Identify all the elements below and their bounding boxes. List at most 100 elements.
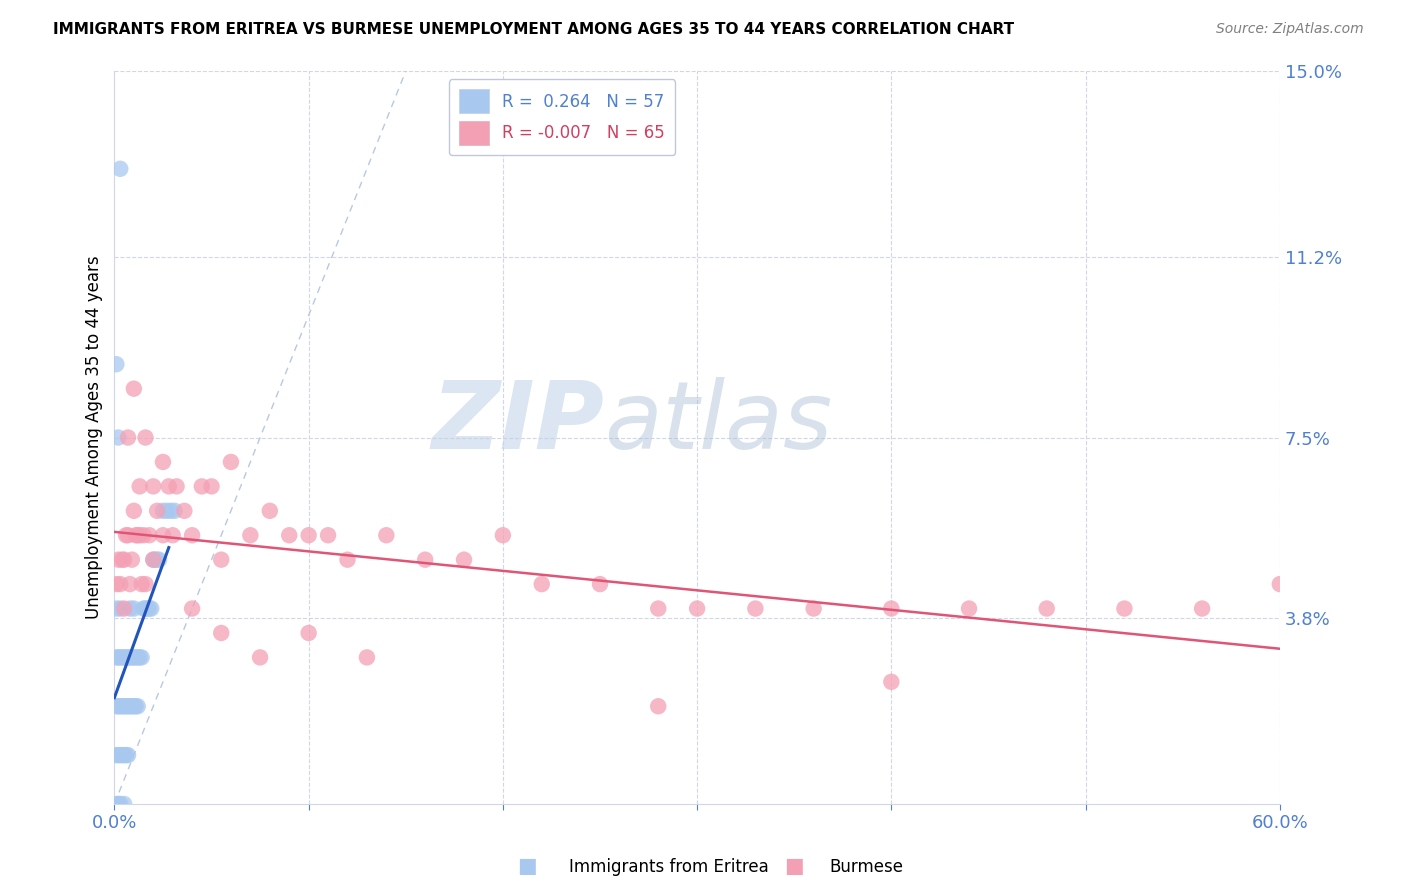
Point — [143, 552, 166, 566]
Point — [209, 552, 232, 566]
Point — [110, 748, 132, 763]
Text: Source: ZipAtlas.com: Source: ZipAtlas.com — [1216, 22, 1364, 37]
Point — [336, 552, 359, 566]
Point — [128, 479, 150, 493]
Point — [356, 650, 378, 665]
Point — [105, 699, 128, 714]
Point — [121, 650, 143, 665]
Point — [142, 479, 165, 493]
Point — [647, 601, 669, 615]
Point — [1191, 601, 1213, 615]
Point — [152, 504, 174, 518]
Point — [413, 552, 436, 566]
Point — [110, 577, 132, 591]
Point — [127, 650, 149, 665]
Point — [148, 552, 170, 566]
Point — [132, 601, 155, 615]
Point — [181, 528, 204, 542]
Point — [142, 552, 165, 566]
Point — [162, 528, 184, 542]
Point — [128, 650, 150, 665]
Text: IMMIGRANTS FROM ERITREA VS BURMESE UNEMPLOYMENT AMONG AGES 35 TO 44 YEARS CORREL: IMMIGRANTS FROM ERITREA VS BURMESE UNEMP… — [53, 22, 1015, 37]
Point — [152, 455, 174, 469]
Point — [105, 650, 128, 665]
Point — [146, 504, 169, 518]
Point — [111, 699, 134, 714]
Point — [112, 699, 135, 714]
Point — [127, 699, 149, 714]
Point — [117, 430, 139, 444]
Point — [131, 650, 153, 665]
Point — [105, 577, 128, 591]
Point — [136, 601, 159, 615]
Point — [156, 504, 179, 518]
Point — [117, 748, 139, 763]
Point — [249, 650, 271, 665]
Point — [200, 479, 222, 493]
Y-axis label: Unemployment Among Ages 35 to 44 years: Unemployment Among Ages 35 to 44 years — [86, 256, 103, 619]
Point — [118, 577, 141, 591]
Point — [125, 650, 148, 665]
Point — [105, 748, 128, 763]
Point — [112, 601, 135, 615]
Point — [122, 382, 145, 396]
Point — [128, 528, 150, 542]
Point — [589, 577, 612, 591]
Point — [117, 528, 139, 542]
Point — [122, 650, 145, 665]
Point — [107, 748, 129, 763]
Point — [880, 601, 903, 615]
Text: Burmese: Burmese — [830, 858, 904, 876]
Point — [125, 699, 148, 714]
Point — [122, 601, 145, 615]
Point — [1268, 577, 1291, 591]
Point — [138, 528, 160, 542]
Point — [118, 601, 141, 615]
Point — [316, 528, 339, 542]
Point — [110, 161, 132, 176]
Point — [278, 528, 301, 542]
Point — [110, 650, 132, 665]
Point — [110, 797, 132, 811]
Point — [107, 699, 129, 714]
Point — [107, 430, 129, 444]
Point — [131, 577, 153, 591]
Point — [138, 601, 160, 615]
Point — [105, 797, 128, 811]
Point — [239, 528, 262, 542]
Point — [298, 528, 321, 542]
Text: ■: ■ — [785, 856, 804, 876]
Text: Immigrants from Eritrea: Immigrants from Eritrea — [569, 858, 769, 876]
Point — [163, 504, 186, 518]
Point — [122, 699, 145, 714]
Point — [115, 699, 138, 714]
Point — [141, 601, 163, 615]
Point — [125, 528, 148, 542]
Point — [132, 528, 155, 542]
Point — [375, 528, 398, 542]
Point — [453, 552, 475, 566]
Point — [118, 650, 141, 665]
Point — [107, 650, 129, 665]
Point — [107, 797, 129, 811]
Point — [110, 601, 132, 615]
Point — [127, 528, 149, 542]
Point — [117, 650, 139, 665]
Point — [134, 430, 156, 444]
Point — [259, 504, 281, 518]
Point — [112, 748, 135, 763]
Point — [121, 699, 143, 714]
Point — [173, 504, 195, 518]
Point — [530, 577, 553, 591]
Point — [121, 552, 143, 566]
Point — [134, 577, 156, 591]
Point — [115, 748, 138, 763]
Point — [492, 528, 515, 542]
Point — [115, 528, 138, 542]
Point — [219, 455, 242, 469]
Point — [134, 601, 156, 615]
Point — [181, 601, 204, 615]
Point — [1114, 601, 1136, 615]
Point — [157, 479, 180, 493]
Point — [110, 699, 132, 714]
